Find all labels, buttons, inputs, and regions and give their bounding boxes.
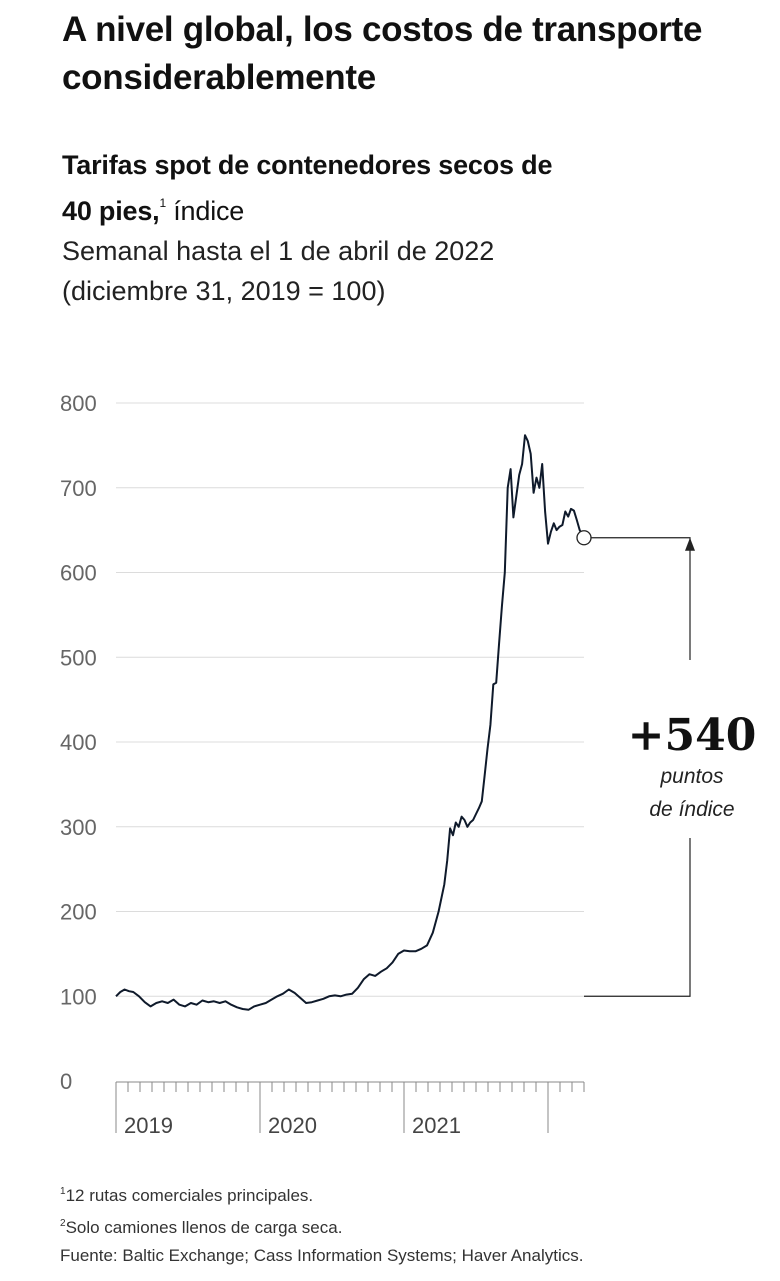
annotation-bottom-line bbox=[584, 838, 691, 997]
end-point-marker bbox=[576, 530, 592, 546]
page-title: A nivel global, los costos de transporte… bbox=[62, 6, 780, 102]
y-tick-label-400: 400 bbox=[60, 730, 97, 755]
subtitle-footnote-mark: 1 bbox=[159, 196, 166, 210]
series-line bbox=[115, 434, 585, 1011]
y-tick-label-800: 800 bbox=[60, 391, 97, 416]
y-tick-label-700: 700 bbox=[60, 476, 97, 501]
annotation-label-line-1: puntos bbox=[659, 765, 724, 788]
footnotes: 112 rutas comerciales principales. 2Solo… bbox=[60, 1178, 583, 1270]
subtitle-light-text: índice bbox=[165, 196, 245, 226]
period-line-1: Semanal hasta el 1 de abril de 2022 bbox=[62, 236, 495, 266]
annotation-label-line-2: de índice bbox=[649, 798, 734, 821]
annotation-arrow-head bbox=[685, 537, 695, 551]
source-note: Fuente: Baltic Exchange; Cass Informatio… bbox=[60, 1246, 584, 1265]
footnote-1-mark: 1 bbox=[60, 1186, 66, 1197]
chart-subtitle: Tarifas spot de contenedores secos de 40… bbox=[62, 146, 552, 230]
footnote-2-mark: 2 bbox=[60, 1218, 66, 1229]
y-axis-labels: 0 100 200 300 400 500 600 700 800 bbox=[60, 391, 97, 1094]
subtitle-line-1: Tarifas spot de contenedores secos de bbox=[62, 150, 553, 180]
y-tick-label-600: 600 bbox=[60, 561, 97, 586]
chart-period: Semanal hasta el 1 de abril de 2022 (dic… bbox=[62, 231, 494, 311]
page-title-line-2: considerablemente bbox=[62, 58, 376, 97]
footnote-1: 112 rutas comerciales principales. bbox=[60, 1178, 583, 1210]
subtitle-line-2: 40 pies,1 índice bbox=[62, 184, 552, 230]
page-title-line-1: A nivel global, los costos de transporte bbox=[62, 10, 703, 49]
y-tick-label-500: 500 bbox=[60, 645, 97, 670]
y-tick-label-100: 100 bbox=[60, 984, 97, 1009]
x-tick-label-2020: 2020 bbox=[268, 1113, 317, 1138]
annotation-value: +540 bbox=[628, 710, 757, 761]
footnote-1-text: 12 rutas comerciales principales. bbox=[65, 1186, 314, 1205]
annotation-top-line bbox=[591, 537, 691, 660]
y-tick-label-200: 200 bbox=[60, 900, 97, 925]
change-annotation: +540 puntos de índice bbox=[584, 537, 757, 997]
subtitle-bold-text: 40 pies, bbox=[62, 196, 160, 226]
footnote-2: 2Solo camiones llenos de carga seca. bbox=[60, 1210, 583, 1242]
chart-gridlines bbox=[116, 402, 584, 997]
period-line-2: (diciembre 31, 2019 = 100) bbox=[62, 276, 386, 306]
x-tick-label-2019: 2019 bbox=[124, 1113, 173, 1138]
footnote-2-text: Solo camiones llenos de carga seca. bbox=[65, 1218, 343, 1237]
y-tick-label-300: 300 bbox=[60, 815, 97, 840]
x-tick-label-2021: 2021 bbox=[412, 1113, 461, 1138]
y-tick-label-0: 0 bbox=[60, 1069, 72, 1094]
x-axis: 2019 2020 2021 bbox=[115, 1081, 585, 1138]
